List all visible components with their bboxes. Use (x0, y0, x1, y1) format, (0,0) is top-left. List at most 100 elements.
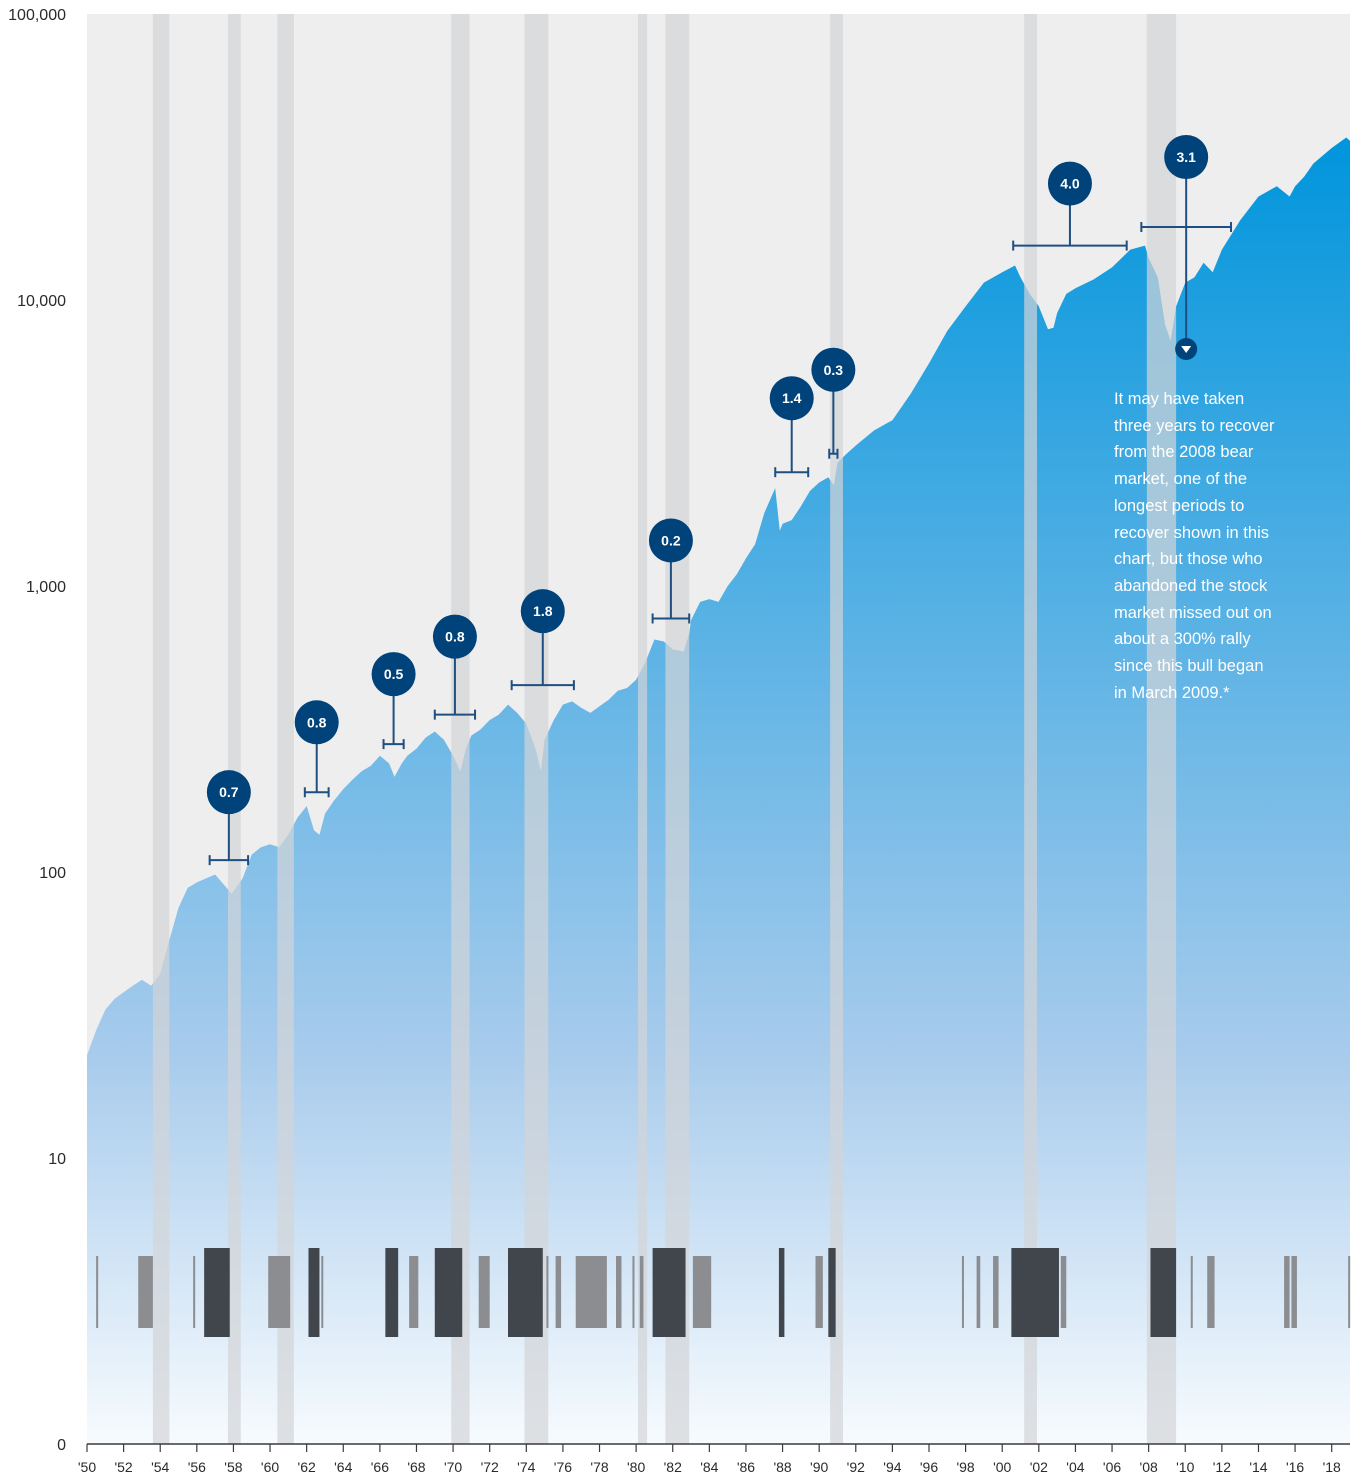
x-tick-label: '14 (1249, 1459, 1267, 1475)
strip-bar-dark (204, 1248, 230, 1337)
x-tick-label: '90 (810, 1459, 828, 1475)
strip-bar-light (615, 1256, 622, 1328)
x-tick-label: '68 (407, 1459, 425, 1475)
x-tick-label: '50 (78, 1459, 96, 1475)
x-tick-label: '82 (664, 1459, 682, 1475)
x-tick-label: '88 (773, 1459, 791, 1475)
recession-band (637, 14, 648, 1444)
recovery-years-label: 4.0 (1060, 176, 1080, 192)
x-tick-label: '06 (1103, 1459, 1121, 1475)
x-tick-label: '66 (371, 1459, 389, 1475)
strip-bar-dark (778, 1248, 785, 1337)
strip-bar-light (1060, 1256, 1067, 1328)
recovery-years-label: 0.2 (661, 532, 681, 548)
x-tick-label: '10 (1176, 1459, 1194, 1475)
recession-band (277, 14, 294, 1444)
x-tick-label: '54 (151, 1459, 169, 1475)
x-tick-label: '16 (1286, 1459, 1304, 1475)
strip-bar-dark (308, 1248, 320, 1337)
x-tick-label: '80 (627, 1459, 645, 1475)
strip-bar-dark (1150, 1248, 1177, 1337)
recession-band (665, 14, 690, 1444)
annotation-line: recover shown in this (1114, 523, 1269, 542)
recovery-years-bubble (1164, 134, 1209, 179)
x-tick-label: '92 (847, 1459, 865, 1475)
strip-bar-light (961, 1256, 964, 1328)
strip-bar-light (409, 1256, 419, 1328)
y-tick-label: 10,000 (17, 293, 66, 310)
strip-bar-dark (1011, 1248, 1059, 1337)
strip-bar-dark (434, 1248, 463, 1337)
strip-bar-dark (652, 1248, 686, 1337)
recovery-years-bubble (371, 652, 416, 697)
recovery-years-label: 0.8 (445, 629, 465, 645)
recovery-years-label: 1.4 (782, 390, 802, 406)
strip-bar-dark (828, 1248, 836, 1337)
x-tick-label: '74 (517, 1459, 535, 1475)
y-tick-label: 100,000 (8, 7, 66, 24)
y-tick-label: 100 (39, 865, 66, 882)
annotation-line: market missed out on (1114, 603, 1272, 622)
recession-band (830, 14, 843, 1444)
recovery-years-bubble (769, 376, 814, 421)
recovery-annotation: It may have taken three years to recover… (1114, 386, 1329, 706)
strip-bar-light (1190, 1256, 1193, 1328)
y-tick-label: 0 (57, 1437, 66, 1454)
x-tick-label: '96 (920, 1459, 938, 1475)
annotation-line: from the 2008 bear (1114, 443, 1254, 462)
recovery-years-bubble (294, 700, 339, 745)
x-tick-label: '84 (700, 1459, 718, 1475)
strip-bar-light (1348, 1256, 1351, 1328)
recession-band (524, 14, 549, 1444)
strip-bar-light (639, 1256, 644, 1328)
annotation-line: in March 2009.* (1114, 683, 1230, 702)
y-tick-label: 10 (48, 1151, 66, 1168)
x-tick-label: '12 (1213, 1459, 1231, 1475)
recovery-years-bubble (432, 614, 477, 659)
recovery-years-label: 0.7 (219, 784, 239, 800)
y-tick-label: 1,000 (26, 579, 66, 596)
recession-band (451, 14, 470, 1444)
annotation-line: longest periods to (1114, 496, 1245, 515)
strip-bar-light (1207, 1256, 1215, 1328)
recovery-years-label: 0.3 (824, 362, 844, 378)
x-tick-label: '94 (883, 1459, 901, 1475)
x-tick-label: '58 (224, 1459, 242, 1475)
x-tick-label: '70 (444, 1459, 462, 1475)
recession-band (1146, 14, 1177, 1444)
recovery-years-label: 3.1 (1176, 149, 1196, 165)
x-tick-label: '02 (1030, 1459, 1048, 1475)
pointer-arrow-icon (1181, 346, 1192, 353)
recovery-years-label: 1.8 (533, 603, 553, 619)
x-tick-label: '60 (261, 1459, 279, 1475)
annotation-line: chart, but those who (1114, 550, 1263, 569)
annotation-line: since this bull began (1114, 657, 1264, 676)
strip-bar-light (976, 1256, 981, 1328)
x-tick-label: '64 (334, 1459, 352, 1475)
strip-bar-light (321, 1256, 324, 1328)
recession-band (152, 14, 170, 1444)
strip-bar-dark (508, 1248, 543, 1337)
x-tick-label: '00 (993, 1459, 1011, 1475)
x-tick-label: '62 (298, 1459, 316, 1475)
strip-bar-dark (385, 1248, 399, 1337)
recovery-years-bubble (811, 347, 856, 392)
x-tick-label: '72 (481, 1459, 499, 1475)
strip-bar-light (632, 1256, 635, 1328)
strip-bar-light (1284, 1256, 1290, 1328)
annotation-line: three years to recover (1114, 416, 1275, 435)
x-tick-label: '56 (188, 1459, 206, 1475)
x-tick-label: '86 (737, 1459, 755, 1475)
annotation-line: about a 300% rally (1114, 630, 1251, 649)
strip-bar-light (546, 1256, 549, 1328)
strip-bar-light (1291, 1256, 1297, 1328)
recovery-years-label: 0.5 (384, 666, 404, 682)
strip-bar-light (478, 1256, 490, 1328)
strip-bar-light (575, 1256, 607, 1328)
strip-bar-light (268, 1256, 291, 1328)
recovery-years-bubble (1047, 161, 1092, 206)
recovery-years-bubble (520, 589, 565, 634)
x-tick-label: '18 (1323, 1459, 1341, 1475)
strip-bar-light (138, 1256, 153, 1328)
recession-band (227, 14, 241, 1444)
